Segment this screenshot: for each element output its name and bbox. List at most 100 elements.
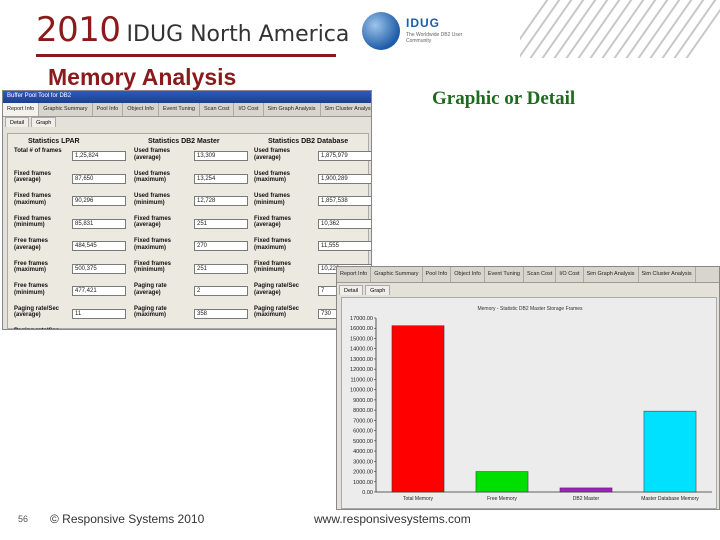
stat-row: Paging rate/Sec (average) 7: [250, 283, 371, 306]
stat-row: Fixed frames (maximum) 270: [130, 238, 248, 261]
memory-bar-chart: Memory - Statistic DB2 Master Storage Fr…: [350, 306, 712, 502]
stat-label: Fixed frames (maximum): [14, 193, 52, 206]
stat-value-field[interactable]: 12,728: [194, 196, 248, 206]
stat-label: Fixed frames (average): [134, 215, 172, 229]
subtab-detail[interactable]: Detail: [5, 117, 30, 127]
detail-window: Buffer Pool Tool for DB2 Report Info Grap…: [2, 90, 372, 330]
tab-scan-cost[interactable]: Scan Cost: [200, 103, 235, 116]
stat-row: Fixed frames (average) 87,650: [10, 170, 126, 194]
website-url: www.responsivesystems.com: [314, 512, 471, 526]
tab-sim-cluster-analysis[interactable]: Sim Cluster Analysis: [639, 267, 696, 282]
stat-label: Used frames (average): [254, 148, 291, 161]
detail-window-tabs: Report Info Graphic Summary Pool Info Objec…: [3, 103, 371, 117]
tab-object-info[interactable]: Object Info: [451, 267, 485, 282]
stat-label: Fixed frames (minimum): [134, 260, 172, 274]
event-name: IDUG North America: [126, 22, 350, 47]
stat-row: Used frames (average) 13,309: [130, 148, 248, 171]
stat-label: Used frames (average): [134, 148, 171, 161]
stat-value-field[interactable]: 270: [194, 241, 248, 251]
stat-value-field[interactable]: 358: [194, 308, 248, 319]
stat-value-field[interactable]: 1,900,289: [318, 173, 371, 184]
tab-event-tuning[interactable]: Event Tuning: [159, 103, 200, 116]
stat-value-field[interactable]: 13,309: [194, 151, 248, 161]
memory-analysis-title: Memory Analysis: [48, 64, 237, 90]
stat-value-field[interactable]: 85,831: [72, 218, 126, 229]
graph-window: Report Info Graphic Summary Pool Info Objec…: [336, 266, 720, 510]
stat-value-field[interactable]: 1,25,824: [72, 151, 126, 161]
stat-label: Paging rate/Sec (maximum): [254, 305, 300, 319]
stat-value-field[interactable]: 10,362: [318, 218, 371, 229]
copyright: © Responsive Systems 2010: [50, 512, 205, 526]
stat-value-field[interactable]: 500,375: [72, 263, 126, 274]
event-title: 2010 IDUG North America: [36, 10, 349, 50]
stat-label: Used frames (maximum): [134, 170, 171, 184]
tab-pool-info[interactable]: Pool Info: [93, 103, 124, 116]
stat-row: Fixed frames (minimum) 85,831: [10, 215, 126, 239]
stat-value-field[interactable]: 87,650: [72, 173, 126, 184]
tab-pool-info[interactable]: Pool Info: [423, 267, 452, 282]
y-tick-label: 14000.00: [350, 347, 373, 353]
bar: [475, 471, 529, 493]
stat-value-field[interactable]: 11: [72, 308, 126, 319]
x-tick-label: Master Database Memory: [641, 496, 699, 502]
decorative-stripes: [520, 0, 720, 58]
stat-label: Fixed frames (minimum): [254, 260, 292, 274]
stat-label: Paging rate/Sec (average): [254, 283, 300, 296]
stat-value-field[interactable]: 477,421: [72, 286, 126, 296]
stat-label: Fixed frames (maximum): [254, 238, 292, 251]
stat-row: Paging rate (maximum) 358: [130, 306, 248, 329]
stat-value-field[interactable]: 484,545: [72, 241, 126, 251]
tab-graphic-summary[interactable]: Graphic Summary: [39, 103, 93, 116]
stat-label: Used frames (minimum): [134, 193, 171, 206]
subtab-graph[interactable]: Graph: [31, 117, 57, 127]
graph-window-tabs: Report Info Graphic Summary Pool Info Objec…: [337, 267, 719, 283]
stat-row: Paging rate/Sec (maximum) 730: [250, 305, 371, 329]
x-tick-label: Free Memory: [487, 496, 517, 502]
stat-value-field[interactable]: 1,875,979: [318, 151, 371, 161]
stat-row: Fixed frames (minimum) 251: [130, 260, 248, 284]
stat-row: Free frames (minimum) 477,421: [10, 283, 126, 306]
stat-value-field[interactable]: 251: [194, 263, 248, 274]
stat-row: Fixed frames (average) 251: [130, 215, 248, 239]
globe-icon: [362, 12, 400, 50]
y-tick-label: 4000.00: [353, 449, 373, 455]
stat-row: Fixed frames (minimum) 10,229: [250, 260, 371, 284]
y-tick-label: 7000.00: [353, 418, 373, 424]
tab-i-o-cost[interactable]: I/O Cost: [234, 103, 264, 116]
tab-sim-graph-analysis[interactable]: Sim Graph Analysis: [584, 267, 639, 282]
y-tick-label: 8000.00: [353, 408, 373, 414]
stat-label: Fixed frames (average): [14, 170, 52, 184]
stat-row: Paging rate/Sec (average) 11: [10, 306, 126, 329]
stat-value-field[interactable]: 2: [194, 286, 248, 296]
subtab-graph[interactable]: Graph: [365, 285, 391, 295]
tab-graphic-summary[interactable]: Graphic Summary: [371, 267, 423, 282]
graph-window-subtabs: Detail Graph: [339, 285, 392, 295]
event-year: 2010: [36, 10, 121, 50]
stat-row: Fixed frames (average) 10,362: [250, 216, 371, 239]
bar: [559, 487, 613, 493]
stat-value-field[interactable]: 11,555: [318, 241, 371, 251]
tab-scan-cost[interactable]: Scan Cost: [524, 267, 557, 282]
stat-value-field[interactable]: 90,296: [72, 196, 126, 206]
logo-name: IDUG: [406, 16, 440, 30]
stat-value-field[interactable]: 251: [194, 218, 248, 229]
stats-column: Statistics DB2 Database Used frames (aver…: [250, 138, 371, 329]
y-tick-label: 11000.00: [350, 377, 373, 383]
tab-report-info[interactable]: Report Info: [337, 267, 372, 282]
tab-object-info[interactable]: Object Info: [123, 103, 159, 116]
tab-report-info[interactable]: Report Info: [3, 103, 40, 116]
column-heading: Statistics DB2 Master: [148, 138, 220, 145]
stat-label: Fixed frames (minimum): [14, 215, 52, 229]
stat-row: Used frames (maximum) 13,254: [130, 170, 248, 194]
tab-event-tuning[interactable]: Event Tuning: [485, 267, 524, 282]
x-tick-label: Total Memory: [403, 496, 434, 502]
stat-value-field[interactable]: 1,857,538: [318, 196, 371, 206]
y-tick-label: 0.00: [362, 490, 373, 496]
y-tick-label: 3000.00: [353, 459, 373, 465]
subtab-detail[interactable]: Detail: [339, 285, 364, 295]
tab-i-o-cost[interactable]: I/O Cost: [556, 267, 584, 282]
graphic-or-detail-title: Graphic or Detail: [432, 88, 576, 109]
tab-sim-cluster-analysis[interactable]: Sim Cluster Analysis: [321, 103, 371, 116]
stat-value-field[interactable]: 13,254: [194, 173, 248, 184]
tab-sim-graph-analysis[interactable]: Sim Graph Analysis: [264, 103, 321, 116]
